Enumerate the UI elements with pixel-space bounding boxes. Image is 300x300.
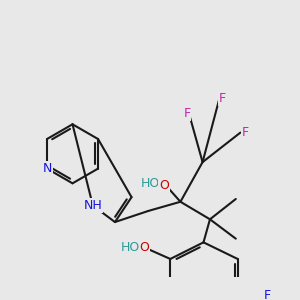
Text: F: F	[183, 107, 190, 120]
Text: HO: HO	[141, 177, 160, 190]
Text: HO: HO	[121, 242, 140, 254]
Text: N: N	[42, 162, 52, 175]
Text: F: F	[242, 126, 249, 139]
Text: O: O	[159, 179, 169, 192]
Text: F: F	[264, 290, 271, 300]
Text: O: O	[140, 242, 149, 254]
Text: F: F	[219, 92, 226, 104]
Text: NH: NH	[83, 199, 102, 212]
